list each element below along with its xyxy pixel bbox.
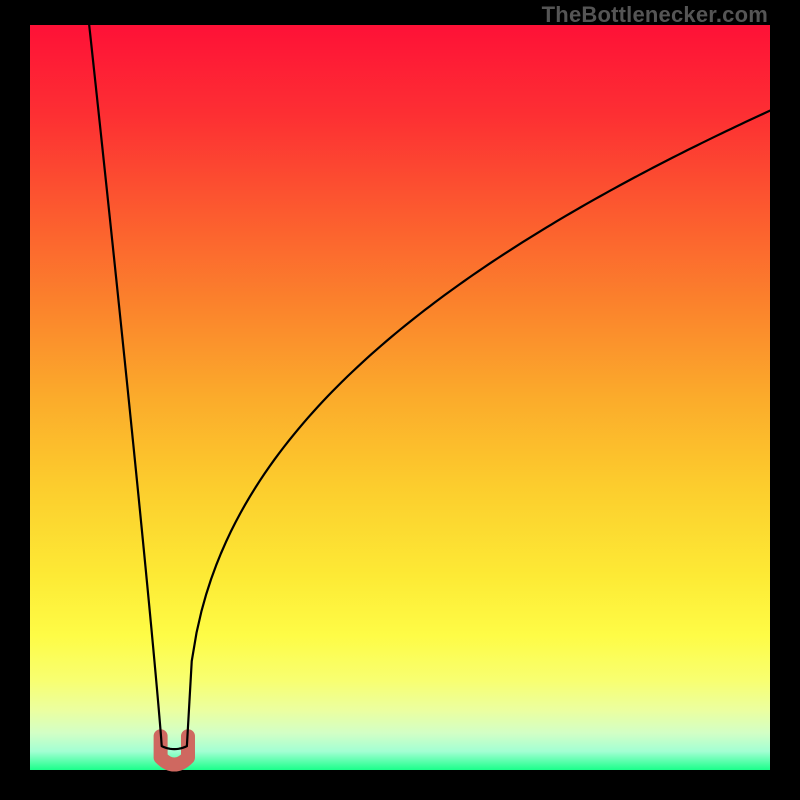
- watermark-text: TheBottlenecker.com: [542, 2, 768, 28]
- chart-border-bottom: [0, 770, 800, 800]
- chart-border-left: [0, 0, 30, 800]
- chart-border-right: [770, 0, 800, 800]
- chart-stage: TheBottlenecker.com: [0, 0, 800, 800]
- plot-gradient-background: [30, 25, 770, 770]
